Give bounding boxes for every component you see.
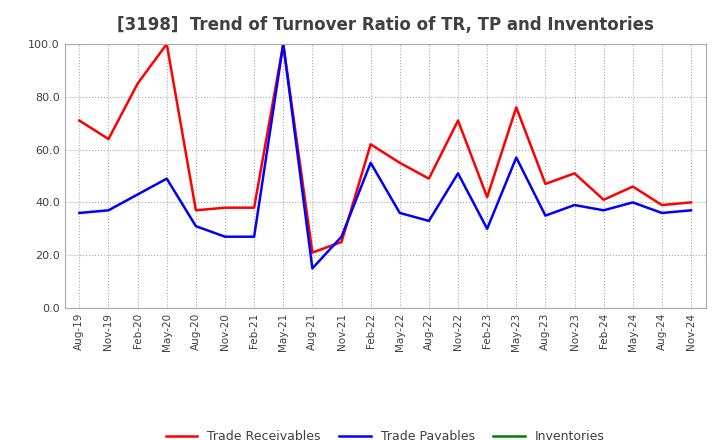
Trade Receivables <box>541 181 550 187</box>
Trade Payables <box>541 213 550 218</box>
Trade Receivables <box>657 202 666 208</box>
Line: Trade Receivables: Trade Receivables <box>79 44 691 253</box>
Trade Receivables <box>250 205 258 210</box>
Trade Receivables <box>192 208 200 213</box>
Trade Receivables <box>163 41 171 47</box>
Trade Receivables <box>687 200 696 205</box>
Trade Payables <box>366 160 375 165</box>
Trade Payables <box>192 224 200 229</box>
Trade Receivables <box>133 81 142 86</box>
Trade Payables <box>483 226 492 231</box>
Trade Receivables <box>454 118 462 123</box>
Trade Payables <box>687 208 696 213</box>
Trade Payables <box>337 234 346 239</box>
Trade Payables <box>104 208 113 213</box>
Trade Receivables <box>104 136 113 142</box>
Trade Payables <box>395 210 404 216</box>
Trade Payables <box>657 210 666 216</box>
Trade Receivables <box>599 197 608 202</box>
Legend: Trade Receivables, Trade Payables, Inventories: Trade Receivables, Trade Payables, Inven… <box>161 425 610 440</box>
Trade Payables <box>425 218 433 224</box>
Trade Payables <box>133 192 142 197</box>
Trade Payables <box>570 202 579 208</box>
Trade Receivables <box>570 171 579 176</box>
Trade Receivables <box>366 142 375 147</box>
Trade Payables <box>75 210 84 216</box>
Trade Receivables <box>425 176 433 181</box>
Trade Receivables <box>395 160 404 165</box>
Trade Receivables <box>483 194 492 200</box>
Trade Receivables <box>279 41 287 47</box>
Line: Trade Payables: Trade Payables <box>79 44 691 268</box>
Trade Receivables <box>629 184 637 189</box>
Trade Payables <box>308 266 317 271</box>
Trade Payables <box>163 176 171 181</box>
Trade Receivables <box>337 239 346 245</box>
Trade Receivables <box>75 118 84 123</box>
Trade Receivables <box>308 250 317 255</box>
Trade Payables <box>454 171 462 176</box>
Trade Payables <box>629 200 637 205</box>
Trade Payables <box>220 234 229 239</box>
Trade Payables <box>512 155 521 160</box>
Trade Receivables <box>512 105 521 110</box>
Trade Payables <box>279 41 287 47</box>
Trade Payables <box>250 234 258 239</box>
Title: [3198]  Trend of Turnover Ratio of TR, TP and Inventories: [3198] Trend of Turnover Ratio of TR, TP… <box>117 16 654 34</box>
Trade Receivables <box>220 205 229 210</box>
Trade Payables <box>599 208 608 213</box>
